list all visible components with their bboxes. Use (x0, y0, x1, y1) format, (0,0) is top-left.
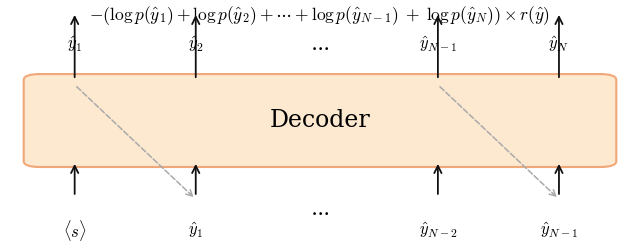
Text: $\hat{y}_{N-2}$: $\hat{y}_{N-2}$ (419, 220, 457, 240)
Text: $\hat{y}_N$: $\hat{y}_N$ (548, 34, 570, 54)
Text: $\hat{y}_{N-1}$: $\hat{y}_{N-1}$ (419, 34, 457, 54)
Text: $\cdots$: $\cdots$ (310, 36, 330, 56)
Text: $\hat{y}_{N-1}$: $\hat{y}_{N-1}$ (540, 220, 578, 240)
Text: $-\left(\log p(\hat{y}_1)+\log p(\hat{y}_2)+\cdots+\log p(\hat{y}_{N-1})\;+\;\lo: $-\left(\log p(\hat{y}_1)+\log p(\hat{y}… (90, 4, 550, 27)
Text: $\hat{y}_1$: $\hat{y}_1$ (188, 220, 204, 240)
Text: Decoder: Decoder (269, 109, 371, 132)
Text: $\hat{y}_1$: $\hat{y}_1$ (67, 34, 83, 54)
Text: $\langle s \rangle$: $\langle s \rangle$ (63, 218, 86, 243)
Text: $\hat{y}_2$: $\hat{y}_2$ (188, 34, 204, 54)
FancyBboxPatch shape (24, 74, 616, 167)
Text: $\cdots$: $\cdots$ (310, 201, 330, 221)
